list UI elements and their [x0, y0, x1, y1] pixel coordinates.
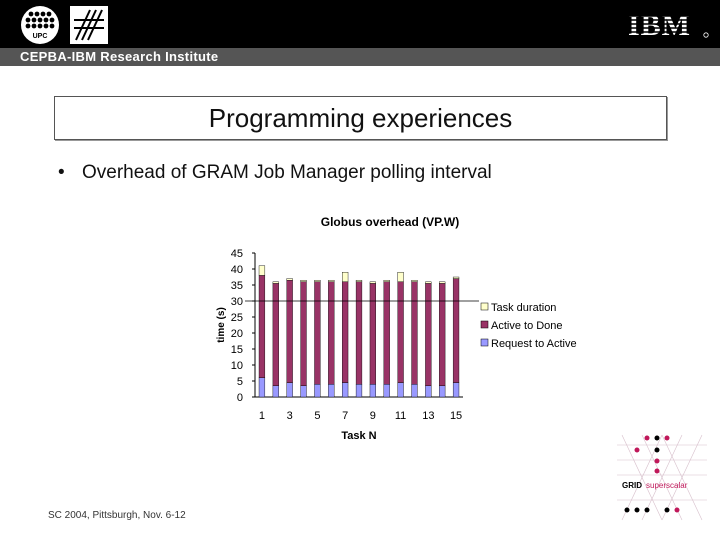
bar-segment-request-to-active — [258, 377, 266, 398]
bar-segment-task-duration — [286, 278, 293, 281]
y-tick-label: 30 — [231, 296, 243, 308]
bar-segment-task-duration — [300, 279, 307, 282]
bar-segment-active-to-done — [425, 283, 432, 387]
bar-segment-active-to-done — [328, 281, 335, 385]
bar-segment-request-to-active — [411, 383, 418, 398]
bar-segment-active-to-done — [272, 283, 279, 387]
bar-segment-request-to-active — [355, 383, 363, 398]
y-tick-label: 25 — [231, 312, 243, 324]
bar-segment-task-duration — [383, 279, 390, 282]
bar-segment-request-to-active — [272, 385, 279, 398]
institute-name: CEPBA-IBM Research Institute — [20, 49, 219, 64]
bar-segment-active-to-done — [369, 283, 376, 385]
bar-segment-task-duration — [272, 281, 279, 284]
y-tick-label: 10 — [231, 360, 243, 372]
bar-segment-active-to-done — [258, 275, 266, 379]
header-subbar — [0, 48, 720, 66]
bar-segment-active-to-done — [355, 281, 363, 385]
x-tick-label: 9 — [370, 410, 376, 422]
bar-segment-active-to-done — [397, 281, 404, 383]
legend-label: Task duration — [491, 302, 556, 314]
legend-label: Active to Done — [491, 320, 563, 332]
legend-swatch — [480, 320, 489, 329]
y-tick-label: 35 — [231, 280, 243, 292]
y-tick-label: 45 — [231, 248, 243, 260]
ibm-logo: IBM — [626, 9, 710, 40]
bar-segment-request-to-active — [397, 382, 404, 398]
slide-title-box: Programming experiences — [54, 96, 667, 140]
x-tick-label: 7 — [342, 410, 348, 422]
y-tick-label: 20 — [231, 328, 243, 340]
bar-segment-task-duration — [452, 276, 460, 279]
bar-segment-active-to-done — [439, 283, 446, 387]
bar-segment-task-duration — [342, 271, 349, 282]
bar-segment-task-duration — [355, 279, 363, 282]
bullet-text: Overhead of GRAM Job Manager polling int… — [82, 162, 492, 183]
globus-overhead-chart: Globus overhead (VP.W) time (s) Task N 0 5 10… — [216, 215, 577, 442]
cepba-logo — [70, 6, 108, 44]
bar-segment-task-duration — [397, 271, 404, 282]
x-tick-label: 15 — [450, 410, 462, 422]
bar-segment-active-to-done — [411, 281, 418, 385]
bar-segment-request-to-active — [452, 382, 460, 398]
footer-text: SC 2004, Pittsburgh, Nov. 6-12 — [48, 510, 186, 521]
chart-title: Globus overhead (VP.W) — [321, 215, 459, 229]
bar-segment-task-duration — [439, 281, 446, 284]
bullet-marker: • — [58, 162, 65, 183]
y-tick-label: 40 — [231, 264, 243, 276]
x-tick-label: 3 — [287, 410, 293, 422]
bar-segment-active-to-done — [286, 279, 293, 383]
y-tick-label: 5 — [237, 376, 243, 388]
x-tick-label: 5 — [314, 410, 320, 422]
x-tick-label: 13 — [422, 410, 434, 422]
legend-label: Request to Active — [491, 338, 577, 350]
y-tick-label: 15 — [231, 344, 243, 356]
bar-segment-request-to-active — [369, 383, 376, 398]
bar-segment-request-to-active — [314, 383, 321, 398]
upc-logo-text: UPC — [33, 33, 48, 40]
superscalar-logo-word: superscalar — [646, 481, 688, 490]
bar-segment-active-to-done — [342, 281, 349, 383]
upc-logo: UPC — [21, 6, 59, 44]
header-bar: UPC IBM — [0, 0, 720, 48]
bar-segment-task-duration — [425, 281, 432, 284]
grid-superscalar-logo: GRID superscalar — [617, 434, 707, 521]
bar-segment-task-duration — [314, 279, 321, 282]
legend-swatch — [480, 338, 489, 347]
y-tick-label: 0 — [237, 392, 243, 404]
grid-logo-word: GRID — [622, 481, 642, 490]
bar-segment-active-to-done — [314, 281, 321, 385]
bar-segment-active-to-done — [383, 281, 390, 385]
bar-segment-task-duration — [328, 279, 335, 282]
bar-segment-request-to-active — [300, 385, 307, 398]
bar-segment-active-to-done — [300, 281, 307, 387]
bar-segment-request-to-active — [425, 385, 432, 398]
x-tick-label: 11 — [395, 410, 406, 422]
bar-segment-request-to-active — [286, 382, 293, 398]
bar-segment-request-to-active — [439, 385, 446, 398]
slide-title: Programming experiences — [208, 103, 513, 133]
bar-segment-task-duration — [369, 281, 376, 284]
x-axis-label: Task N — [341, 430, 376, 442]
bar-segment-active-to-done — [452, 278, 460, 383]
bar-segment-request-to-active — [383, 383, 390, 398]
y-axis-label: time (s) — [216, 307, 227, 343]
bar-segment-request-to-active — [342, 382, 349, 398]
bar-segment-task-duration — [411, 279, 418, 282]
legend-swatch — [480, 302, 489, 311]
x-tick-label: 1 — [259, 410, 265, 422]
bar-segment-request-to-active — [328, 383, 335, 398]
bar-segment-task-duration — [258, 265, 266, 276]
